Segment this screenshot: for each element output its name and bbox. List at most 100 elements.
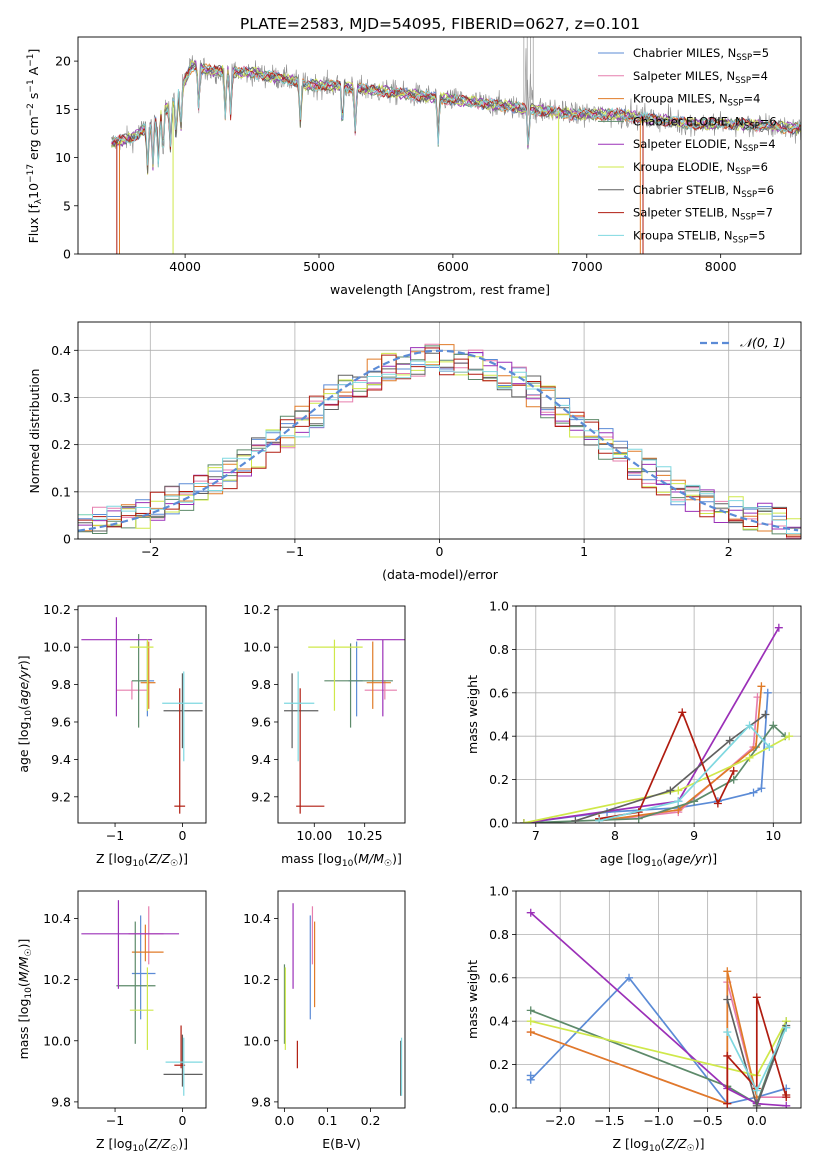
figure-title: PLATE=2583, MJD=54095, FIBERID=0627, z=0… [240, 15, 640, 33]
x-tick-label: −2 [141, 544, 159, 559]
y-tick-label: 0.0 [489, 1101, 509, 1116]
x-tick-label: −1 [106, 828, 124, 843]
y-tick-label: 0.8 [489, 642, 509, 657]
y-tick-label: 10 [55, 150, 71, 165]
y-tick-label: 9.6 [251, 714, 271, 729]
legend-entry: 𝒩(0, 1) [740, 335, 786, 350]
plot-area [81, 900, 203, 1096]
ticks: 4000 5000 6000 7000 8000 0 5 10 15 20 [55, 54, 737, 274]
plus-marker [723, 967, 732, 976]
ticks: 7 8 9 10 0.0 0.2 0.4 0.6 0.8 1.0 [489, 599, 781, 844]
y-tick-label: 15 [55, 102, 71, 117]
plus-marker [723, 1051, 732, 1060]
panel-weight_vs_Z: −2.0 −1.5 −1.0 −0.5 0.0 0.0 0.2 0.4 0.6 0.8 1.0 Z [… [465, 884, 802, 1154]
y-tick-label: 10.0 [243, 640, 271, 655]
x-tick-label: 2 [725, 544, 733, 559]
y-tick-label: 0.4 [51, 343, 71, 358]
plus-marker [723, 995, 732, 1004]
weight-line [598, 686, 763, 822]
gaussian-curve [78, 349, 799, 532]
x-axis-label: E(B-V) [322, 1136, 361, 1151]
plus-marker [782, 1023, 791, 1032]
y-axis-label: mass weight [465, 675, 480, 754]
ticks: −2 −1 0 1 2 0 0.1 0.2 0.3 0.4 [51, 343, 733, 559]
axes-frame [277, 605, 406, 824]
y-tick-label: 1.0 [489, 599, 509, 614]
y-axis-label: age [log10(age/yr)] [16, 655, 34, 772]
y-tick-label: 9.2 [251, 789, 271, 804]
x-tick-label: 0 [436, 544, 444, 559]
y-tick-label: 10.2 [243, 972, 271, 987]
legend-entry: Kroupa STELIB, NSSP=5 [633, 228, 765, 245]
residual-histogram [78, 347, 801, 538]
plot-area [526, 908, 791, 1108]
plus-marker [571, 816, 580, 823]
plus-marker [674, 805, 683, 814]
x-tick-label: −1 [286, 544, 304, 559]
model-spectrum [111, 65, 801, 168]
plus-marker [769, 721, 778, 730]
y-tick-label: 9.8 [251, 677, 271, 692]
panel-mass_vs_Z: −1 0 9.8 10.0 10.2 10.4 Z [log10(Z/Z☉)] mass [l… [16, 890, 207, 1154]
x-tick-label: 7 [532, 828, 540, 843]
panel-age_vs_mass: 10.00 10.25 9.2 9.4 9.6 9.8 10.0 10.2 mass [log1… [243, 602, 406, 869]
panel-mass_vs_ebv: 0.0 0.1 0.2 9.8 10.0 10.2 10.4 E(B-V) [243, 890, 406, 1151]
plus-marker [526, 1017, 535, 1026]
x-axis-label: Z [log10(Z/Z☉)] [613, 1136, 705, 1154]
x-tick-label: 10 [765, 828, 781, 843]
y-tick-label: 9.8 [251, 1094, 271, 1109]
ticks: −2.0 −1.5 −1.0 −0.5 0.0 0.0 0.2 0.4 0.6 0.8 1.0 [489, 884, 767, 1129]
legend-entry: Salpeter STELIB, NSSP=7 [633, 206, 773, 223]
x-tick-label: 10.25 [347, 828, 383, 843]
y-axis-label: Normed distribution [27, 369, 42, 494]
y-tick-label: 10.0 [43, 1033, 71, 1048]
y-tick-label: 20 [55, 54, 71, 69]
y-tick-label: 9.4 [51, 752, 71, 767]
plus-marker [526, 908, 535, 917]
panel-spectrum: 4000 5000 6000 7000 8000 0 5 10 15 20 Chabrier MIL… [26, 36, 802, 297]
weight-line [523, 627, 780, 823]
panel-residuals: −2 −1 0 1 2 0 0.1 0.2 0.3 0.4 𝒩(0, 1) (data-model)/… [27, 321, 802, 582]
x-tick-label: 6000 [437, 259, 469, 274]
x-tick-label: −1 [106, 1113, 124, 1128]
axes-frame [77, 605, 207, 824]
x-tick-label: 0.0 [747, 1113, 767, 1128]
x-axis-label: Z [log10(Z/Z☉)] [96, 1136, 188, 1154]
y-tick-label: 0.6 [489, 685, 509, 700]
x-tick-label: 0 [178, 1113, 186, 1128]
weight-line [530, 971, 758, 1105]
y-tick-label: 10.0 [43, 640, 71, 655]
x-axis-label: Z [log10(Z/Z☉)] [96, 851, 188, 869]
x-tick-label: −1.5 [594, 1113, 624, 1128]
y-tick-label: 9.8 [51, 1094, 71, 1109]
y-tick-label: 9.6 [51, 714, 71, 729]
weight-line [530, 1009, 788, 1105]
axes-frame [277, 890, 406, 1109]
weight-line [530, 912, 787, 1107]
plus-marker [674, 797, 683, 806]
plus-marker [674, 786, 683, 795]
legend-entry: Kroupa MILES, NSSP=4 [633, 92, 760, 109]
x-axis-label: (data-model)/error [382, 567, 499, 582]
y-tick-label: 10.2 [243, 602, 271, 617]
x-tick-label: 5000 [303, 259, 335, 274]
x-tick-label: −1.0 [643, 1113, 673, 1128]
plot-area [78, 343, 801, 539]
x-tick-label: 10.00 [296, 828, 332, 843]
y-tick-label: 5 [63, 198, 71, 213]
plus-marker [745, 721, 754, 730]
y-tick-label: 1.0 [489, 884, 509, 899]
plus-marker [678, 708, 687, 717]
y-axis-label: mass weight [465, 960, 480, 1039]
ticks: 10.00 10.25 9.2 9.4 9.6 9.8 10.0 10.2 [243, 602, 382, 843]
legend-entry: Salpeter MILES, NSSP=4 [633, 69, 768, 86]
y-tick-label: 0 [63, 247, 71, 262]
weight-line [598, 724, 770, 822]
weight-line [575, 713, 766, 822]
x-axis-label: mass [log10(M/M☉)] [281, 851, 402, 869]
x-tick-label: 0 [178, 828, 186, 843]
x-axis-label: wavelength [Angstrom, rest frame] [330, 282, 550, 297]
plus-marker [690, 797, 699, 806]
